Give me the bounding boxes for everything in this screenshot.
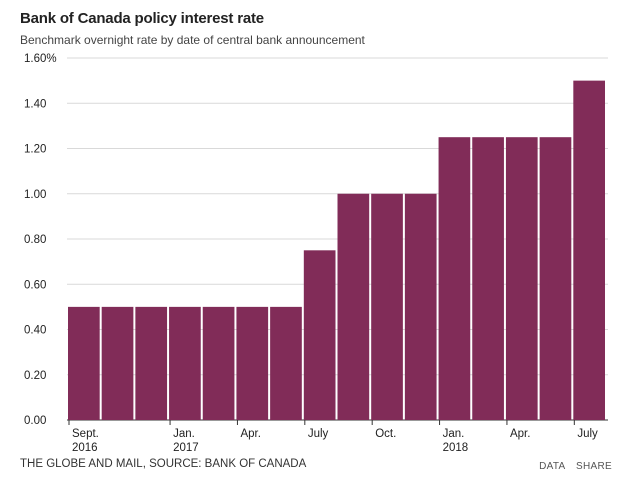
x-tick-label: Apr.: [510, 428, 530, 440]
bar: [438, 137, 471, 420]
bar: [101, 306, 134, 420]
x-tick-year-label: 2017: [173, 442, 199, 454]
y-tick-label: 0.00: [24, 415, 46, 427]
bar: [539, 137, 572, 420]
x-tick-label: Apr.: [240, 428, 260, 440]
x-tick-year-label: 2018: [443, 442, 469, 454]
source-note: THE GLOBE AND MAIL, SOURCE: BANK OF CANA…: [20, 458, 307, 470]
share-link[interactable]: SHARE: [576, 461, 612, 472]
y-tick-label: 0.60: [24, 279, 46, 291]
bar: [236, 306, 269, 420]
y-tick-label: 1.00: [24, 189, 46, 201]
x-tick-label: Oct.: [375, 428, 396, 440]
bar: [472, 137, 504, 420]
bar: [68, 306, 100, 420]
y-tick-label: 0.80: [24, 234, 46, 246]
bar: [169, 306, 201, 420]
x-tick-label: Jan.: [173, 428, 195, 440]
chart-subtitle: Benchmark overnight rate by date of cent…: [20, 33, 365, 47]
y-tick-label: 0.40: [24, 325, 46, 337]
bar: [303, 250, 336, 420]
x-tick-label: July: [308, 428, 329, 440]
bar: [337, 193, 370, 420]
bar: [404, 193, 437, 420]
x-tick-label: Jan.: [443, 428, 465, 440]
data-link[interactable]: DATA: [539, 461, 565, 472]
x-tick-year-label: 2016: [72, 442, 98, 454]
x-tick-label: July: [577, 428, 598, 440]
bar: [505, 137, 538, 420]
bar: [135, 306, 168, 420]
x-tick-label: Sept.: [72, 428, 99, 440]
bar: [573, 80, 605, 420]
y-tick-label: 1.40: [24, 98, 46, 110]
y-tick-label: 0.20: [24, 370, 46, 382]
bar: [202, 306, 235, 420]
chart-title: Bank of Canada policy interest rate: [20, 10, 264, 27]
bar: [270, 306, 302, 420]
bar: [371, 193, 403, 420]
chart-actions: DATA SHARE: [531, 461, 612, 472]
y-tick-label: 1.60%: [24, 53, 57, 65]
y-tick-label: 1.20: [24, 144, 46, 156]
